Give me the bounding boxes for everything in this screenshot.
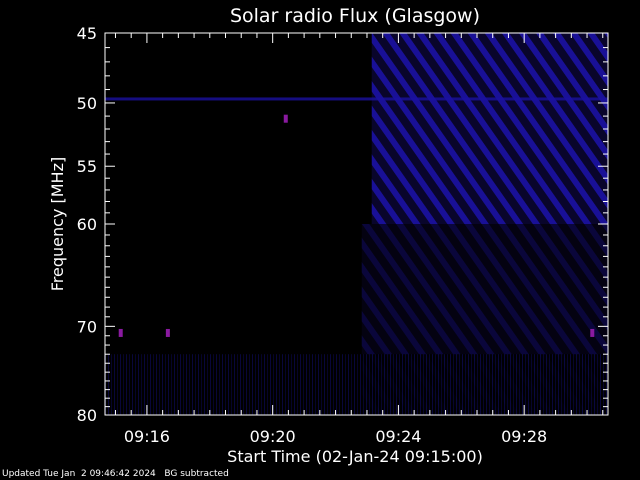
chart-title: Solar radio Flux (Glasgow)	[230, 5, 480, 27]
updated-timestamp: Updated Tue Jan 2 09:46:42 2024	[2, 469, 156, 479]
y-tick-label: 60	[77, 215, 97, 234]
x-tick-label: 09:28	[501, 427, 547, 446]
broadband-emission-strong	[371, 33, 608, 224]
x-axis-label: Start Time (02-Jan-24 09:15:00)	[227, 447, 483, 466]
axes: 09:16 09:20 09:24 09:28 45 50 55 60 70 80	[77, 24, 609, 446]
x-tick-label: 09:16	[124, 427, 170, 446]
y-tick-label: 80	[77, 406, 97, 425]
bg-note: BG subtracted	[164, 469, 229, 479]
y-tick-label: 70	[77, 317, 97, 336]
emission-spike	[118, 328, 123, 337]
footer: Updated Tue Jan 2 09:46:42 2024 BG subtr…	[2, 469, 229, 479]
y-axis-label: Frequency [MHz]	[48, 157, 67, 291]
emission-spike	[165, 328, 170, 337]
noise-streaks	[105, 354, 608, 415]
y-tick-label: 45	[77, 24, 97, 43]
plot-area	[105, 33, 608, 415]
y-tick-label: 55	[77, 157, 97, 176]
x-tick-label: 09:24	[375, 427, 421, 446]
emission-spike	[590, 328, 595, 337]
emission-spike	[283, 114, 288, 123]
x-tick-label: 09:20	[250, 427, 296, 446]
y-tick-label: 50	[77, 94, 97, 113]
narrowband-line	[105, 97, 608, 101]
